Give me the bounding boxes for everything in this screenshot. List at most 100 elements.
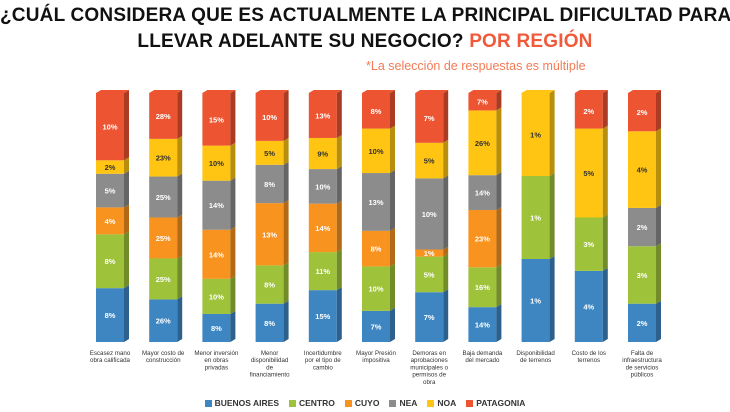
data-label: 14% (475, 321, 490, 330)
bar-segment: 26% (468, 107, 502, 176)
bar-top-cap (521, 90, 555, 93)
bar-face (255, 265, 284, 304)
bar-segment: 25% (149, 214, 183, 259)
bar-side (390, 90, 395, 129)
bar-segment: 10% (202, 142, 236, 181)
category-label: Mayor costo de construcción (142, 350, 185, 364)
bar-side (656, 128, 661, 208)
data-label: 26% (156, 317, 171, 326)
bar-segment: 1% (415, 246, 449, 258)
bar-side (283, 90, 289, 141)
bar-side (602, 267, 608, 342)
bar-face (628, 93, 656, 132)
chart-title-accent: POR REGIÓN (469, 31, 593, 52)
data-label: 1% (530, 297, 541, 306)
bar-side (336, 166, 342, 204)
bar-face (362, 173, 390, 231)
data-label: 5% (264, 149, 275, 158)
bar-segment: 10% (415, 175, 449, 250)
bar-face (255, 164, 284, 204)
bar-top-cap (415, 90, 449, 93)
bar-face (202, 278, 231, 314)
data-label: 26% (475, 139, 490, 148)
data-label: 8% (264, 319, 275, 328)
bar-face (202, 229, 231, 279)
bar-top-cap (96, 90, 129, 93)
bar-face (149, 93, 178, 139)
bar-face (308, 252, 337, 291)
bar-segment: 7% (415, 289, 449, 342)
bar-segment: 25% (149, 173, 183, 218)
data-label: 11% (315, 267, 330, 276)
bar-segment: 8% (362, 90, 395, 129)
bar-segment: 14% (202, 226, 236, 279)
bar-segment: 23% (149, 135, 183, 177)
data-label: 8% (371, 245, 382, 254)
data-label: 8% (105, 257, 116, 266)
bar-face (468, 110, 497, 176)
bar-side (177, 135, 183, 177)
bar-face (468, 93, 497, 111)
bar-segment: 2% (628, 204, 661, 247)
data-label: 1% (424, 249, 435, 258)
data-label: 2% (583, 107, 594, 116)
category-label: Disponibilidad de terrenos (516, 350, 555, 364)
bar-segment: 8% (255, 262, 289, 304)
bar-segment: 28% (149, 90, 183, 139)
bar-side (496, 107, 502, 176)
bar-segment: 25% (149, 255, 183, 300)
data-label: 7% (371, 322, 382, 331)
data-label: 5% (105, 187, 116, 196)
bar-face (468, 210, 497, 268)
bar-side (230, 90, 236, 146)
bar-segment: 5% (255, 137, 289, 165)
bar-side (496, 264, 502, 308)
bar-segment: 3% (628, 243, 661, 304)
bar-face (415, 249, 444, 257)
bar-segment: 10% (362, 263, 395, 311)
category-label: Incertidumbre por el tipo de cambio (304, 350, 342, 371)
bar-face (574, 270, 603, 342)
bar-side (549, 173, 555, 259)
chart-subtitle: *La selección de respuestas es múltiple (366, 59, 586, 73)
bar-segment: 8% (96, 285, 129, 342)
bar-top-cap (362, 90, 395, 93)
bar-side (230, 177, 236, 230)
bar-segment: 1% (521, 90, 555, 176)
data-label: 1% (530, 214, 541, 223)
bar-face (415, 178, 444, 250)
bar-segment: 11% (308, 249, 342, 291)
bar-face (628, 131, 656, 208)
bar-segment: 5% (96, 170, 129, 208)
data-label: 2% (105, 163, 116, 172)
legend-swatch (427, 399, 435, 407)
data-label: 14% (475, 189, 490, 198)
bar-segment: 13% (308, 90, 342, 138)
bar-face (362, 230, 390, 267)
bar-segment: 26% (149, 296, 183, 342)
bar-side (230, 310, 236, 342)
bar-top-cap (308, 90, 342, 93)
bar-segment: 4% (574, 267, 608, 342)
data-label: 10% (315, 182, 330, 191)
bar-side (390, 263, 395, 311)
data-label: 4% (583, 302, 594, 311)
bar-side (177, 90, 183, 139)
bar-top-cap (202, 90, 236, 93)
bar-face (202, 145, 231, 181)
category-label: Demoras en aprobaciones municipales o permi… (410, 350, 448, 386)
legend-label: PATAGONIA (476, 398, 526, 408)
bar-face (308, 169, 337, 204)
bar-segment: 10% (96, 90, 129, 161)
bar-segment: 15% (308, 287, 342, 342)
bar-segment: 8% (96, 231, 129, 289)
bar-side (549, 256, 555, 342)
data-label: 7% (477, 98, 488, 107)
bar-side (336, 134, 342, 170)
bar-side (177, 255, 183, 300)
bar-face (202, 313, 231, 342)
bar-segment: 8% (362, 227, 395, 267)
bar-segment: 13% (255, 200, 289, 266)
bar-segment: 16% (468, 264, 502, 308)
legend-label: BUENOS AIRES (214, 398, 279, 408)
